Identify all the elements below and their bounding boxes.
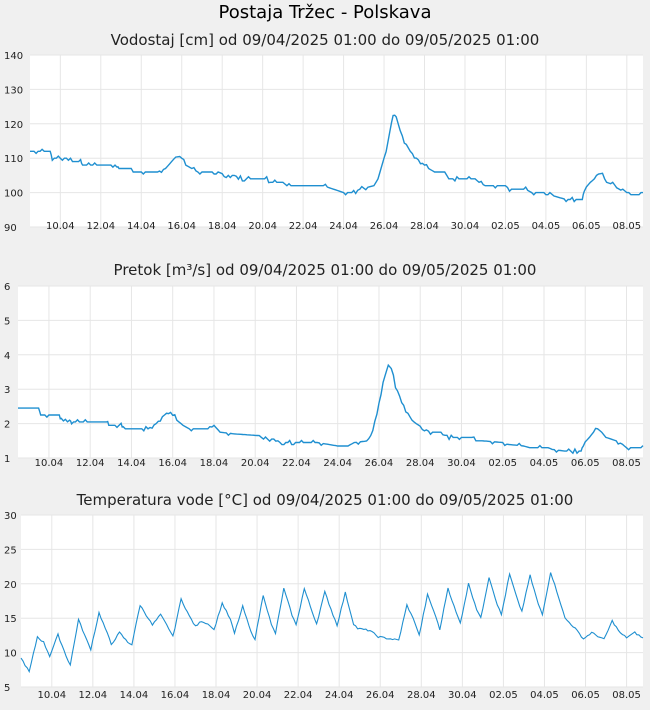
x-tick-label: 26.04: [370, 221, 399, 232]
x-tick-label: 24.04: [329, 221, 358, 232]
x-tick-label: 14.04: [127, 221, 156, 232]
y-tick-label: 1: [4, 454, 10, 465]
page-title: Postaja Tržec - Polskava: [218, 2, 432, 23]
y-tick-label: 5: [4, 316, 10, 327]
x-tick-label: 22.04: [282, 458, 311, 469]
x-tick-label: 06.05: [571, 458, 600, 469]
chart-title: Vodostaj [cm] od 09/04/2025 01:00 do 09/…: [110, 31, 540, 49]
y-tick-label: 30: [4, 511, 17, 522]
x-tick-label: 28.04: [406, 458, 435, 469]
x-tick-label: 12.04: [79, 690, 108, 701]
x-tick-label: 02.05: [491, 221, 520, 232]
y-tick-label: 6: [4, 282, 10, 293]
y-tick-label: 10: [4, 649, 17, 660]
chart-panel-water-level: Vodostaj [cm] od 09/04/2025 01:00 do 09/…: [0, 26, 650, 248]
plot-area: [21, 515, 643, 687]
x-tick-label: 16.04: [158, 458, 187, 469]
x-tick-label: 18.04: [208, 221, 237, 232]
chart-panel-discharge: Pretok [m³/s] od 09/04/2025 01:00 do 09/…: [0, 258, 650, 480]
x-tick-label: 18.04: [202, 690, 231, 701]
chart-title: Pretok [m³/s] od 09/04/2025 01:00 do 09/…: [113, 261, 537, 279]
plot-area: [18, 286, 643, 458]
x-tick-label: 28.04: [410, 221, 439, 232]
x-tick-label: 24.04: [325, 690, 354, 701]
x-tick-label: 30.04: [447, 458, 476, 469]
water-level-chart: 90 100 110 120 130 140 10.04 12.04 14.04 16.04 18.…: [4, 51, 643, 234]
x-tick-label: 22.04: [284, 690, 313, 701]
x-tick-label: 06.05: [571, 690, 600, 701]
x-tick-label: 30.04: [451, 221, 480, 232]
x-tick-label: 26.04: [366, 690, 395, 701]
x-tick-label: 14.04: [120, 690, 149, 701]
y-tick-label: 90: [4, 223, 17, 234]
x-tick-label: 18.04: [200, 458, 229, 469]
y-tick-label: 3: [4, 385, 10, 396]
y-tick-label: 140: [4, 51, 23, 62]
series-line: [18, 363, 644, 455]
x-tick-label: 08.05: [612, 221, 641, 232]
x-tick-label: 04.05: [532, 221, 561, 232]
y-tick-label: 2: [4, 420, 10, 431]
x-tick-label: 08.05: [612, 690, 641, 701]
x-tick-label: 20.04: [248, 221, 277, 232]
discharge-chart: 1 2 3 4 5 6 10.04 12.04 14.04 16.04 18.04 20.04 22.0…: [4, 282, 644, 469]
y-tick-label: 110: [4, 154, 23, 165]
x-tick-label: 08.05: [612, 458, 641, 469]
x-tick-label: 16.04: [161, 690, 190, 701]
chart-title: Temperatura vode [°C] od 09/04/2025 01:0…: [76, 491, 574, 509]
y-tick-label: 4: [4, 351, 10, 362]
series-line: [20, 571, 644, 674]
chart-panel-water-temperature: Temperatura vode [°C] od 09/04/2025 01:0…: [0, 488, 650, 710]
x-tick-label: 10.04: [46, 221, 75, 232]
y-tick-label: 120: [4, 120, 23, 131]
x-tick-label: 10.04: [37, 690, 66, 701]
y-tick-label: 5: [4, 683, 10, 694]
x-tick-label: 20.04: [243, 690, 272, 701]
x-tick-label: 04.05: [530, 690, 559, 701]
y-tick-label: 15: [4, 614, 17, 625]
y-tick-label: 130: [4, 85, 23, 96]
x-tick-label: 26.04: [365, 458, 394, 469]
x-tick-label: 12.04: [86, 221, 115, 232]
x-tick-label: 02.05: [488, 458, 517, 469]
y-tick-label: 25: [4, 545, 17, 556]
x-tick-label: 06.05: [572, 221, 601, 232]
x-tick-label: 24.04: [323, 458, 352, 469]
x-tick-label: 02.05: [489, 690, 518, 701]
y-tick-label: 20: [4, 580, 17, 591]
y-tick-label: 100: [4, 189, 23, 200]
plot-area: [30, 55, 643, 227]
x-tick-label: 16.04: [167, 221, 196, 232]
x-tick-label: 12.04: [76, 458, 105, 469]
x-tick-label: 28.04: [407, 690, 436, 701]
series-line: [30, 114, 643, 203]
x-tick-label: 20.04: [241, 458, 270, 469]
x-tick-label: 14.04: [117, 458, 146, 469]
x-tick-label: 04.05: [530, 458, 559, 469]
x-tick-label: 10.04: [35, 458, 64, 469]
x-tick-label: 30.04: [448, 690, 477, 701]
x-tick-label: 22.04: [289, 221, 318, 232]
water-temperature-chart: 5 10 15 20 25 30 10.04 12.04 14.04 16.04 18.04 20.0…: [4, 511, 644, 701]
